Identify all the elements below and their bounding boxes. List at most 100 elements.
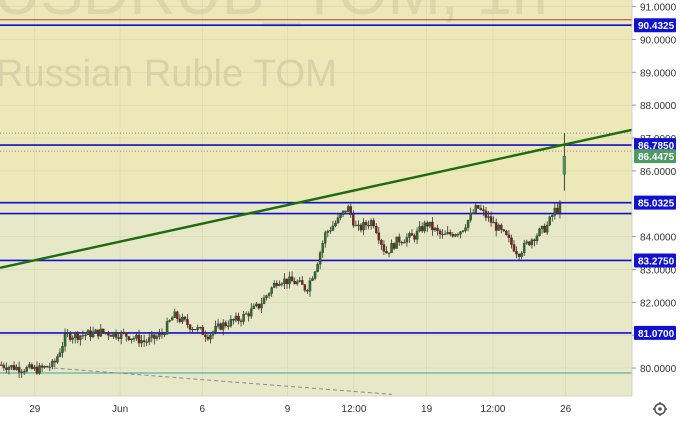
candle [104,332,108,334]
price-tick-label: 82.0000 [640,298,677,309]
level-label-box [634,325,676,340]
candle [140,340,143,344]
candle [265,295,268,298]
candle [45,366,49,368]
candle [173,311,176,318]
candle [525,241,529,244]
candle [443,233,447,235]
candle [84,334,87,336]
candle [229,319,233,327]
candle [293,280,296,285]
level-label-box [634,253,676,268]
candle [484,210,488,218]
candle [295,281,299,285]
candle [35,366,39,374]
candle [117,337,120,339]
candle [206,336,210,340]
candle [237,315,240,322]
candle [285,278,289,285]
candle [507,234,511,238]
candle [199,327,202,329]
candle [387,252,391,254]
candle [362,222,365,231]
candle [158,333,161,337]
candle [2,364,6,368]
candle [242,313,245,322]
candle [132,338,136,340]
time-axis-background[interactable] [0,396,680,422]
candle [331,225,335,231]
candle [270,287,273,294]
candle [357,224,360,226]
candle [142,340,146,342]
candle [500,224,503,230]
candle [38,365,41,374]
candle [359,224,363,231]
candle [469,213,472,221]
candle [431,221,434,231]
candle [267,293,271,296]
candle [380,240,383,245]
candle [68,332,72,340]
candle [125,332,128,337]
price-tick-label: 89.0000 [640,68,677,79]
level-label: 90.4325 [638,21,675,32]
candle [562,155,566,175]
candle [224,322,228,326]
candle [107,332,110,336]
candle [456,234,460,236]
candle [545,224,549,233]
candle [153,334,156,339]
watermark-symbol: USDRUB_TOM, 1h [0,0,548,28]
candle [20,371,23,373]
price-tick-label: 88.0000 [640,101,677,112]
candle [33,366,36,369]
candle [53,360,57,363]
candle [390,243,393,253]
candle [150,334,154,338]
candle [482,209,485,212]
candle [288,276,291,285]
candle [48,366,51,368]
candle [176,311,179,319]
candle [400,242,404,244]
candle [461,230,465,232]
candle [352,214,355,226]
candle [477,205,480,209]
candle [40,365,44,368]
candle [479,208,483,210]
candle [262,297,266,304]
price-tick-label: 84.0000 [640,233,677,244]
candle [395,236,398,249]
gear-icon[interactable] [653,402,667,416]
candle [385,251,388,254]
trend-line[interactable] [0,128,633,270]
candle [301,280,304,285]
candle [349,206,353,215]
watermark-description: Russian Ruble TOM [0,53,337,95]
price-tick-label: 86.0000 [640,167,677,178]
trend-line-path [0,128,633,270]
candle [168,320,171,322]
candle [471,212,475,214]
candle [316,264,319,272]
candle [81,335,85,337]
price-zone [0,0,632,203]
dashed-line [53,367,392,395]
candle [86,330,90,336]
candle [250,308,253,317]
candle [530,239,534,246]
candle [492,222,495,224]
candle [201,327,205,335]
candle [377,232,381,241]
candle [354,225,358,227]
level-label: 86.7850 [638,141,675,152]
candle [188,324,192,330]
candle [487,216,490,218]
level-label-box [634,195,676,210]
dashed-trend-line[interactable] [53,367,392,395]
candle [543,225,546,233]
candle [58,352,62,357]
